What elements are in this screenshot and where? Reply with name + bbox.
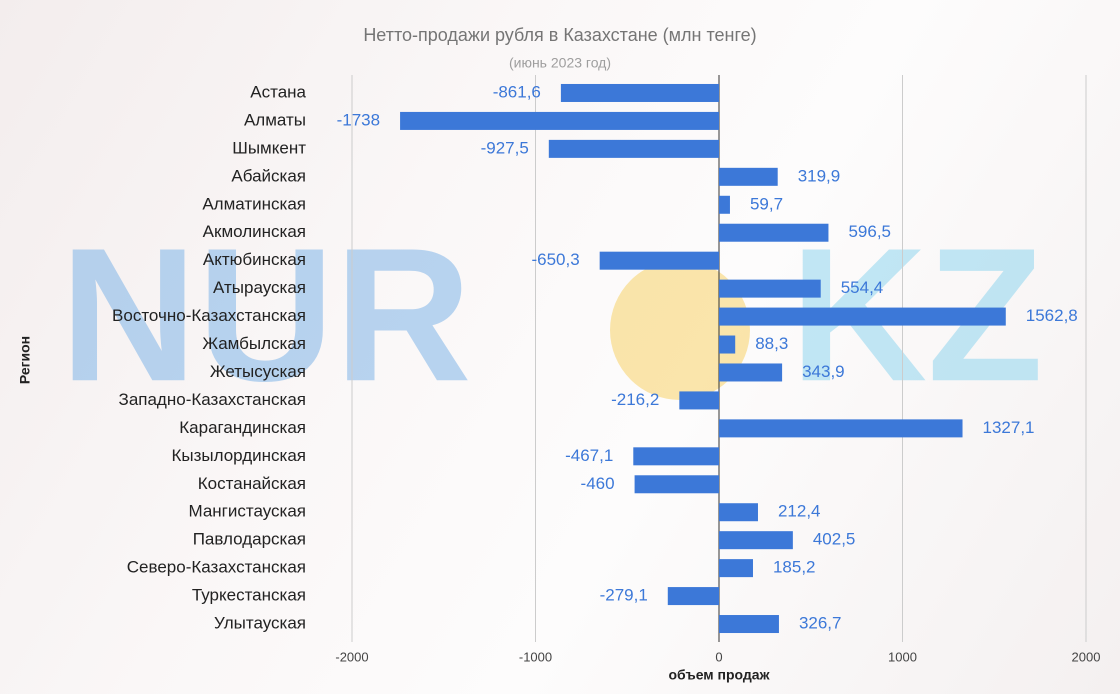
y-tick-label: Алматы — [244, 110, 306, 129]
bar — [719, 615, 779, 634]
value-label: -1738 — [337, 110, 380, 129]
value-label: 59,7 — [750, 194, 783, 213]
y-tick-label: Акмолинская — [203, 222, 306, 241]
y-tick-label: Алматинская — [202, 194, 306, 213]
y-tick-label: Северо-Казахстанская — [127, 558, 306, 577]
value-label: 319,9 — [798, 166, 841, 185]
y-tick-label: Жамбылская — [202, 334, 306, 353]
y-tick-label: Костанайская — [198, 474, 306, 493]
chart-subtitle: (июнь 2023 год) — [509, 55, 611, 71]
bar — [719, 559, 753, 578]
x-tick-label: 0 — [715, 649, 722, 664]
y-tick-label: Шымкент — [232, 138, 306, 157]
bar — [719, 307, 1006, 326]
value-label: 343,9 — [802, 362, 845, 381]
y-tick-label: Карагандинская — [179, 418, 306, 437]
y-tick-label: Кызылординская — [171, 446, 306, 465]
x-tick-label: -2000 — [335, 649, 368, 664]
x-tick-label: -1000 — [519, 649, 552, 664]
y-tick-label: Павлодарская — [193, 530, 306, 549]
value-label: 1562,8 — [1026, 306, 1078, 325]
y-tick-label: Астана — [250, 82, 306, 101]
value-label: 212,4 — [778, 502, 821, 521]
bar — [719, 195, 730, 214]
y-tick-label: Восточно-Казахстанская — [112, 306, 306, 325]
value-label: 326,7 — [799, 614, 842, 633]
bar — [634, 475, 719, 494]
value-label: -216,2 — [611, 390, 659, 409]
bar — [599, 251, 719, 270]
bar — [548, 139, 719, 158]
bar — [719, 363, 783, 382]
y-tick-label: Абайская — [231, 166, 306, 185]
value-label: 185,2 — [773, 558, 816, 577]
bar — [679, 391, 719, 410]
value-label: -650,3 — [531, 250, 579, 269]
value-label: -467,1 — [565, 446, 613, 465]
watermark-sun — [610, 260, 750, 400]
y-tick-label: Атырауская — [213, 278, 306, 297]
bar — [719, 531, 793, 550]
value-label: 1327,1 — [983, 418, 1035, 437]
y-tick-label: Улытауская — [214, 614, 306, 633]
y-tick-label: Мангистауская — [188, 502, 306, 521]
bar — [560, 83, 719, 102]
bar — [719, 223, 829, 242]
y-tick-label: Актюбинская — [203, 250, 306, 269]
bar — [667, 587, 719, 606]
y-tick-label: Западно-Казахстанская — [119, 390, 306, 409]
bar — [719, 167, 778, 186]
value-label: -861,6 — [493, 82, 541, 101]
x-tick-label: 1000 — [888, 649, 917, 664]
bar — [719, 419, 963, 438]
x-axis-title: объем продаж — [668, 667, 770, 683]
y-axis-title: Регион — [17, 336, 33, 384]
value-label: -927,5 — [481, 138, 529, 157]
x-tick-label: 2000 — [1072, 649, 1101, 664]
bar — [719, 335, 736, 354]
watermark: NUR — [60, 209, 472, 421]
y-tick-label: Туркестанская — [192, 586, 306, 605]
value-label: 554,4 — [841, 278, 884, 297]
bar — [633, 447, 719, 466]
value-label: 596,5 — [848, 222, 891, 241]
value-label: -279,1 — [600, 586, 648, 605]
value-label: -460 — [581, 474, 615, 493]
value-label: 402,5 — [813, 530, 856, 549]
value-label: 88,3 — [755, 334, 788, 353]
bar — [719, 279, 821, 298]
y-tick-label: Жетысуская — [210, 362, 306, 381]
bar — [400, 111, 719, 130]
bar — [719, 503, 758, 522]
chart-title: Нетто-продажи рубля в Казахстане (млн те… — [363, 25, 756, 45]
